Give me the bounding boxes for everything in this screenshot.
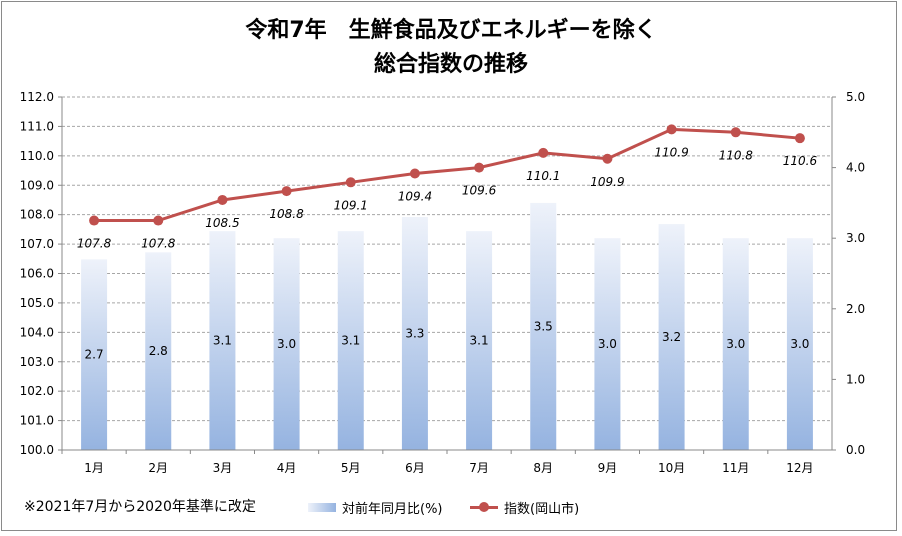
bar [337, 231, 364, 450]
x-tick-label: 9月 [598, 461, 618, 475]
bar [722, 238, 749, 450]
index-data-label: 110.1 [526, 169, 560, 183]
bar-data-label: 3.5 [534, 319, 553, 333]
y-left-tick-label: 103.0 [20, 355, 54, 369]
y-left-tick-label: 107.0 [20, 237, 54, 251]
index-data-label: 109.9 [590, 175, 624, 189]
bar-data-label: 3.0 [726, 337, 745, 351]
y-right-tick-label: 1.0 [846, 372, 865, 386]
y-left-tick-label: 102.0 [20, 384, 54, 398]
bar [273, 238, 300, 450]
bar-data-label: 3.1 [341, 334, 360, 348]
y-right-tick-label: 3.0 [846, 231, 865, 245]
x-tick-label: 10月 [658, 461, 685, 475]
y-right-tick-label: 2.0 [846, 302, 865, 316]
title-line-2: 総合指数の推移 [373, 52, 528, 77]
index-data-label: 109.6 [462, 184, 497, 198]
bar [145, 252, 172, 450]
x-tick-label: 1月 [84, 461, 104, 475]
bar [658, 224, 685, 450]
bar [81, 259, 108, 450]
x-tick-label: 7月 [469, 461, 489, 475]
y-left-tick-label: 112.0 [20, 90, 54, 104]
legend-bar-swatch [308, 503, 336, 512]
footnote: ※2021年7月から2020年基準に改定 [24, 499, 256, 515]
bar-data-label: 3.0 [790, 337, 809, 351]
index-point [89, 215, 100, 226]
x-tick-label: 3月 [213, 461, 233, 475]
index-point [730, 127, 741, 138]
index-point [153, 215, 164, 226]
title-line-1: 令和7年 生鮮食品及びエネルギーを除く [245, 18, 657, 43]
bar-data-label: 3.0 [277, 337, 296, 351]
legend-line-label: 指数(岡山市) [504, 502, 580, 517]
index-point [602, 153, 613, 164]
index-point [666, 124, 677, 135]
y-left-tick-label: 110.0 [20, 149, 54, 163]
y-left-tick-label: 104.0 [20, 325, 54, 339]
bar-data-label: 3.2 [662, 330, 681, 344]
x-tick-label: 2月 [148, 461, 168, 475]
y-left-tick-label: 108.0 [20, 208, 54, 222]
index-data-label: 110.6 [783, 154, 818, 168]
bar-data-label: 3.1 [213, 334, 232, 348]
bar-data-label: 2.7 [85, 348, 104, 362]
chart-title: 令和7年 生鮮食品及びエネルギーを除く 総合指数の推移 [0, 14, 902, 82]
index-data-label: 110.8 [719, 148, 754, 162]
bar-data-label: 3.3 [405, 327, 424, 341]
index-data-label: 108.8 [269, 207, 304, 221]
index-data-label: 107.8 [141, 237, 176, 251]
index-point [217, 194, 228, 205]
y-left-tick-label: 105.0 [20, 296, 54, 310]
y-left-tick-label: 109.0 [20, 178, 54, 192]
y-right-tick-label: 0.0 [846, 443, 865, 457]
bar [594, 238, 621, 450]
bar-data-label: 2.8 [149, 344, 168, 358]
bar [209, 231, 236, 450]
x-tick-label: 12月 [786, 461, 813, 475]
y-right-tick-label: 4.0 [846, 161, 865, 175]
x-tick-label: 5月 [341, 461, 361, 475]
index-point [409, 168, 420, 179]
legend-item-line: 指数(岡山市) [470, 498, 579, 517]
index-point [345, 177, 356, 188]
index-data-label: 107.8 [77, 237, 112, 251]
index-point [794, 133, 805, 144]
x-tick-label: 11月 [722, 461, 749, 475]
legend-bar-label: 対前年同月比(%) [342, 502, 443, 517]
bar [401, 217, 428, 450]
y-right-tick-label: 5.0 [846, 90, 865, 104]
y-left-tick-label: 100.0 [20, 443, 54, 457]
index-line [94, 127, 801, 223]
legend-line-swatch [470, 502, 498, 512]
index-point [281, 186, 292, 197]
index-data-label: 108.5 [205, 216, 239, 230]
bar [530, 202, 557, 450]
bar-data-label: 3.0 [598, 337, 617, 351]
index-data-label: 109.1 [334, 198, 368, 212]
index-data-label: 110.9 [654, 145, 688, 159]
bar [786, 238, 813, 450]
legend-item-bar: 対前年同月比(%) [308, 498, 443, 517]
x-tick-label: 4月 [277, 461, 297, 475]
y-left-tick-label: 111.0 [20, 119, 54, 133]
y-left-tick-label: 101.0 [20, 414, 54, 428]
bar [466, 231, 493, 450]
x-tick-label: 8月 [533, 461, 553, 475]
index-point [538, 147, 549, 158]
bar-data-label: 3.1 [470, 334, 489, 348]
index-point [474, 162, 485, 173]
x-tick-label: 6月 [405, 461, 425, 475]
index-data-label: 109.4 [398, 189, 432, 203]
y-left-tick-label: 106.0 [20, 267, 54, 281]
